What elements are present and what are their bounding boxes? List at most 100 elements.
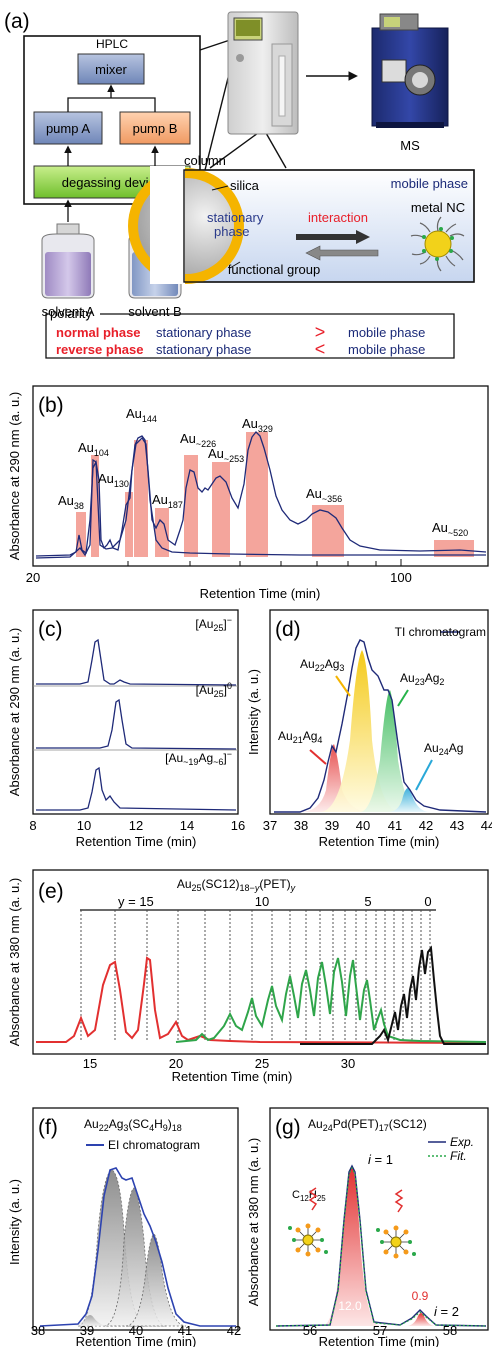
panel-b-fraction-bars	[76, 432, 474, 557]
panel-e-frame	[32, 869, 489, 1055]
cluster-icon-left	[288, 1187, 328, 1257]
mobile-phase-label: mobile phase	[391, 176, 468, 191]
panel-e-black-trace	[300, 945, 486, 1045]
svg-text:41: 41	[388, 818, 402, 833]
pump-b-label: pump B	[133, 121, 178, 136]
silica-label: silica	[230, 178, 260, 193]
interaction-label: interaction	[308, 210, 368, 225]
panel-g-formula: Au24Pd(PET)17(SC12)	[308, 1117, 427, 1133]
svg-text:15: 15	[83, 1056, 97, 1071]
svg-text:12: 12	[129, 818, 143, 833]
panel-a-label: (a)	[4, 10, 30, 33]
panel-a: (a) HPLC mixer pump A pump B degassing d…	[4, 10, 475, 359]
svg-text:30: 30	[341, 1056, 355, 1071]
metal-nc-icon	[410, 216, 465, 272]
panel-g-peak-1	[322, 1166, 380, 1326]
panel-c-xlabel: Retention Time (min)	[76, 834, 197, 849]
panel-b-tick-100: 100	[390, 570, 412, 585]
panel-b: (b) Absorbance at 290 nm (a. u.) Retenti…	[7, 385, 489, 601]
svg-text:39: 39	[80, 1323, 94, 1338]
panel-g-frame	[269, 1107, 489, 1331]
panel-c-separators	[33, 685, 238, 751]
panel-f-peak-2	[103, 1187, 167, 1327]
panel-d-xlabel: Retention Time (min)	[319, 834, 440, 849]
svg-text:43: 43	[450, 818, 464, 833]
panel-g-area-2: 0.9	[412, 1289, 429, 1303]
metal-nc-label: metal NC	[411, 200, 465, 215]
panel-c-frame	[32, 609, 239, 815]
svg-text:38: 38	[294, 818, 308, 833]
reverse-stationary-label: stationary phase	[156, 342, 251, 357]
panel-c-trace-labels: [Au25]− [Au25]0 [Au~19Ag~6]−	[165, 615, 232, 767]
peak-au21ag4	[300, 744, 370, 812]
svg-text:y = 15: y = 15	[118, 894, 154, 909]
zoom-lines	[199, 39, 287, 191]
peak-label-au144: Au144	[126, 406, 157, 424]
normal-stationary-label: stationary phase	[156, 325, 251, 340]
panel-e-dotted-guides	[80, 910, 431, 1040]
peak-label-au226: Au~226	[180, 431, 216, 449]
panel-c-ylabel: Absorbance at 290 nm (a. u.)	[7, 628, 22, 796]
peak-au24ag	[388, 788, 430, 812]
panel-d-pointer-arrows	[309, 675, 433, 791]
silica-leader	[211, 185, 229, 191]
panel-c-ticks: 8 10 12 14 16	[29, 818, 245, 833]
panel-c-traces	[36, 638, 237, 811]
panel-c-label: (c)	[38, 618, 63, 641]
panel-d-legend: TI chromatogram	[395, 625, 486, 639]
panel-f-legend: EI chromatogram	[108, 1138, 200, 1152]
svg-text:14: 14	[180, 818, 194, 833]
panel-g: (g) Absorbance at 380 nm (a. u.) Retenti…	[246, 1107, 489, 1347]
ms-instrument	[371, 13, 449, 128]
svg-text:37: 37	[263, 818, 277, 833]
peak-label-au130: Au130	[98, 471, 129, 489]
peak-au23ag2	[360, 690, 420, 812]
panel-b-tick-20: 20	[26, 570, 40, 585]
panel-g-label: (g)	[275, 1116, 301, 1139]
mixer-label: mixer	[95, 62, 127, 77]
svg-text:41: 41	[178, 1323, 192, 1338]
panel-f-peak-0	[70, 1315, 110, 1326]
panel-e-formula: Au25(SC12)18−y(PET)y	[177, 877, 296, 893]
svg-text:16: 16	[231, 818, 245, 833]
hplc-instrument	[227, 11, 299, 135]
peak-au22ag3	[320, 650, 400, 812]
polarity-frame	[45, 313, 455, 359]
greater-than-sign: >	[315, 322, 326, 342]
panel-g-peak-2	[406, 1313, 436, 1326]
panel-g-ylabel: Absorbance at 380 nm (a. u.)	[246, 1138, 261, 1306]
svg-text:Au23Ag2: Au23Ag2	[400, 671, 444, 687]
panel-d-ti-trace	[274, 639, 487, 813]
panel-d-species-labels: Au22Ag3 Au23Ag2 Au21Ag4 Au24Ag	[278, 657, 463, 757]
pump-a-label: pump A	[46, 121, 90, 136]
svg-text:25: 25	[255, 1056, 269, 1071]
panel-g-legend-exp: Exp.	[450, 1135, 474, 1149]
trace-label-au19ag6: [Au~19Ag~6]−	[165, 749, 232, 767]
panel-e-ylabel: Absorbance at 380 nm (a. u.)	[7, 878, 22, 1046]
panel-g-exp-trace	[275, 1164, 487, 1327]
panel-e-xlabel: Retention Time (min)	[172, 1069, 293, 1084]
interaction-arrows	[296, 230, 379, 261]
panel-b-trace-whole	[35, 436, 486, 559]
panel-d-frame	[269, 609, 489, 815]
panel-g-i2: i = 2	[434, 1304, 459, 1319]
peak-label-au104: Au104	[78, 440, 109, 458]
less-than-sign: <	[315, 339, 326, 359]
solvent-a-bottle	[41, 223, 95, 299]
svg-text:38: 38	[31, 1323, 45, 1338]
peak-label-au356: Au~356	[306, 486, 342, 504]
svg-text:10: 10	[77, 818, 91, 833]
peak-label-au38: Au38	[58, 493, 84, 511]
svg-text:0: 0	[424, 894, 431, 909]
panel-b-xlabel: Retention Time (min)	[200, 586, 321, 601]
trace-label-au25-zero: [Au25]0	[196, 681, 232, 699]
reverse-mobile-label: mobile phase	[348, 342, 425, 357]
svg-text:20: 20	[169, 1056, 183, 1071]
mixer-box	[77, 53, 145, 85]
panel-f-formula: Au22Ag3(SC4H9)18	[84, 1117, 182, 1133]
panel-b-trace-fractions	[35, 431, 487, 557]
svg-text:10: 10	[255, 894, 269, 909]
degassing-label: degassing device	[62, 175, 162, 190]
panel-g-area-1: 12.0	[338, 1299, 362, 1313]
